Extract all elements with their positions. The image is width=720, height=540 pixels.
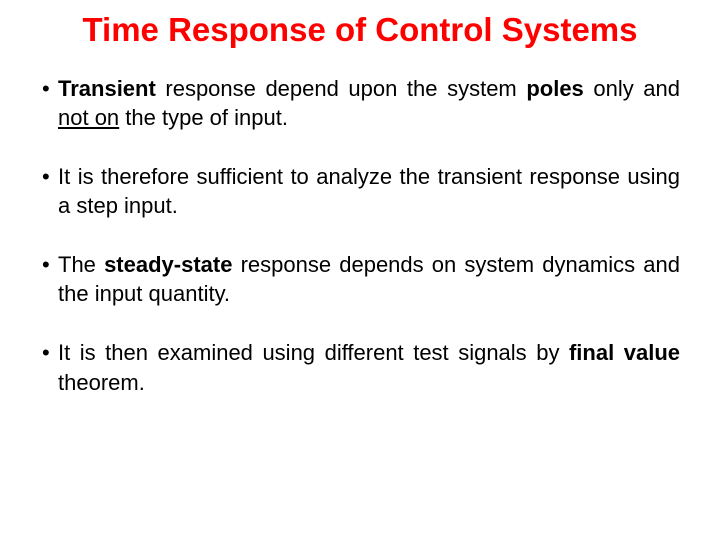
text: only and [584,76,680,101]
text: theorem. [58,370,145,395]
bullet-item: It is therefore sufficient to analyze th… [40,162,680,220]
bullet-item: The steady-state response depends on sys… [40,250,680,308]
bullet-item: Transient response depend upon the syste… [40,74,680,132]
text: response depend upon the system [156,76,527,101]
text: the type of input. [119,105,288,130]
text-bold: final value [569,340,680,365]
text-bold: poles [526,76,583,101]
bullet-item: It is then examined using different test… [40,338,680,396]
text: The [58,252,104,277]
text-bold: steady-state [104,252,232,277]
text-underline: not on [58,105,119,130]
text: It is therefore sufficient to analyze th… [58,164,680,218]
text-bold: Transient [58,76,156,101]
bullet-list: Transient response depend upon the syste… [40,74,680,396]
slide: Time Response of Control Systems Transie… [0,0,720,540]
text: It is then examined using different test… [58,340,569,365]
slide-title: Time Response of Control Systems [40,12,680,48]
